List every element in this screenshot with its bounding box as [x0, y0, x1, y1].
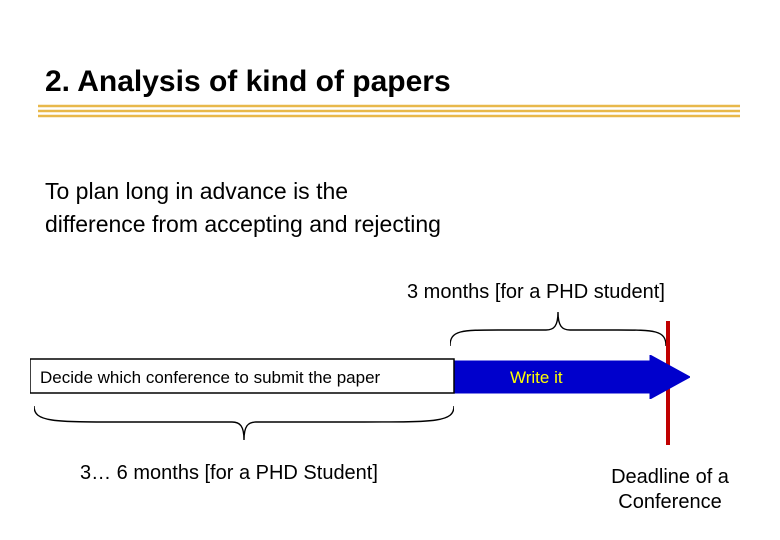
- deadline-label-line-2: Conference: [595, 490, 745, 515]
- stage-write-label: Write it: [510, 368, 563, 388]
- bottom-duration-label: 3… 6 months [for a PHD Student]: [80, 462, 378, 485]
- body-line-1: To plan long in advance is the: [45, 175, 441, 208]
- top-duration-label: 3 months [for a PHD student]: [407, 281, 665, 304]
- body-text: To plan long in advance is the differenc…: [45, 175, 441, 242]
- stage-decide-label: Decide which conference to submit the pa…: [40, 368, 380, 388]
- deadline-label-line-1: Deadline of a: [595, 465, 745, 490]
- slide: 2. Analysis of kind of papers To plan lo…: [0, 0, 780, 540]
- brace-top: [450, 308, 666, 348]
- deadline-label: Deadline of a Conference: [595, 465, 745, 515]
- brace-bottom: [34, 404, 454, 444]
- title-underline: [38, 104, 740, 118]
- slide-title: 2. Analysis of kind of papers: [45, 65, 451, 99]
- body-line-2: difference from accepting and rejecting: [45, 208, 441, 241]
